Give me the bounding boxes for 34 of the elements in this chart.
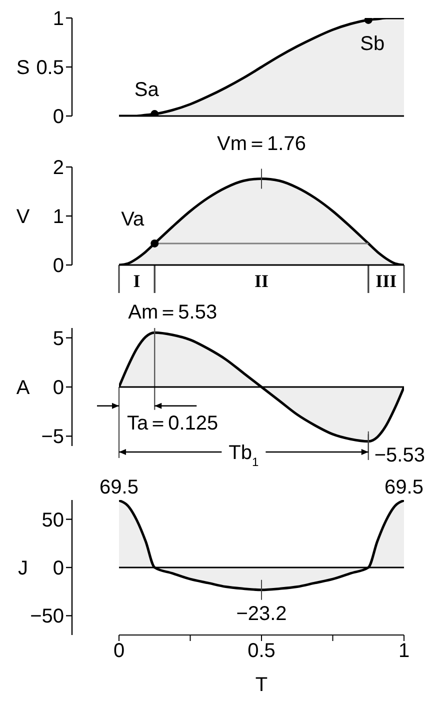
y-axis-title: J — [18, 558, 28, 580]
annotation: −5.53 — [374, 444, 425, 466]
annotation: Vm＝1.76 — [217, 132, 306, 155]
text: III — [376, 271, 397, 291]
annotation: Tb$_{1}$ — [228, 442, 260, 469]
y-tick-label: 5 — [52, 328, 64, 350]
y-tick-label: 0 — [52, 106, 64, 128]
x-tick-label: 0.5 — [248, 640, 276, 662]
text: II — [254, 271, 269, 291]
y-axis-title: A — [16, 377, 30, 399]
ref-line-label: Ta＝0.125 — [127, 412, 218, 434]
y-tick-label: 50 — [42, 509, 64, 532]
x-axis-title: T — [255, 674, 268, 696]
y-axis-title: V — [16, 206, 30, 228]
annotation: 69.5 — [100, 476, 138, 498]
annotation: Sb — [360, 32, 385, 55]
y-tick-label: −5 — [41, 426, 64, 448]
y-tick-label: −50 — [30, 606, 64, 628]
y-tick-label: 1 — [52, 206, 64, 228]
y-tick-label: 0.5 — [36, 57, 64, 79]
x-tick-label: 1 — [398, 640, 410, 662]
annotation: Va — [121, 208, 145, 230]
x-tick-label: 0 — [113, 640, 125, 662]
y-axis-title: S — [16, 57, 30, 79]
text: I — [133, 271, 140, 291]
annotation: −23.2 — [236, 602, 287, 625]
annotation: Am＝5.53 — [128, 302, 218, 324]
y-tick-label: 0 — [52, 377, 64, 399]
y-tick-label: 0 — [52, 558, 64, 580]
y-tick-label: 2 — [52, 157, 64, 179]
y-tick-label: 0 — [52, 255, 64, 277]
y-tick-label: 1 — [52, 8, 64, 30]
annotation: Sa — [134, 79, 160, 102]
annotation: 69.5 — [384, 476, 424, 498]
